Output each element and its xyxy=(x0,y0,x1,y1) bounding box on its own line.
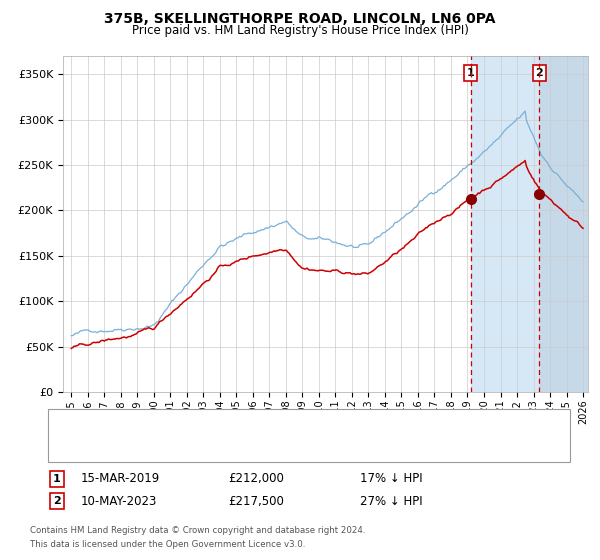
Text: This data is licensed under the Open Government Licence v3.0.: This data is licensed under the Open Gov… xyxy=(30,540,305,549)
Text: 375B, SKELLINGTHORPE ROAD, LINCOLN, LN6 0PA (detached house): 375B, SKELLINGTHORPE ROAD, LINCOLN, LN6 … xyxy=(87,419,443,429)
Text: 1: 1 xyxy=(53,474,61,484)
Bar xyxy=(539,56,592,392)
Text: 27% ↓ HPI: 27% ↓ HPI xyxy=(360,494,422,508)
Bar xyxy=(471,56,539,392)
Text: Contains HM Land Registry data © Crown copyright and database right 2024.: Contains HM Land Registry data © Crown c… xyxy=(30,526,365,535)
Text: 2: 2 xyxy=(536,68,544,78)
Text: £212,000: £212,000 xyxy=(228,472,284,486)
Text: 10-MAY-2023: 10-MAY-2023 xyxy=(81,494,157,508)
Text: 17% ↓ HPI: 17% ↓ HPI xyxy=(360,472,422,486)
Text: 1: 1 xyxy=(467,68,475,78)
Text: £217,500: £217,500 xyxy=(228,494,284,508)
Text: 375B, SKELLINGTHORPE ROAD, LINCOLN, LN6 0PA: 375B, SKELLINGTHORPE ROAD, LINCOLN, LN6 … xyxy=(104,12,496,26)
Text: 15-MAR-2019: 15-MAR-2019 xyxy=(81,472,160,486)
Text: 2: 2 xyxy=(53,496,61,506)
Text: Price paid vs. HM Land Registry's House Price Index (HPI): Price paid vs. HM Land Registry's House … xyxy=(131,24,469,36)
Text: HPI: Average price, detached house, Lincoln: HPI: Average price, detached house, Linc… xyxy=(87,442,317,452)
